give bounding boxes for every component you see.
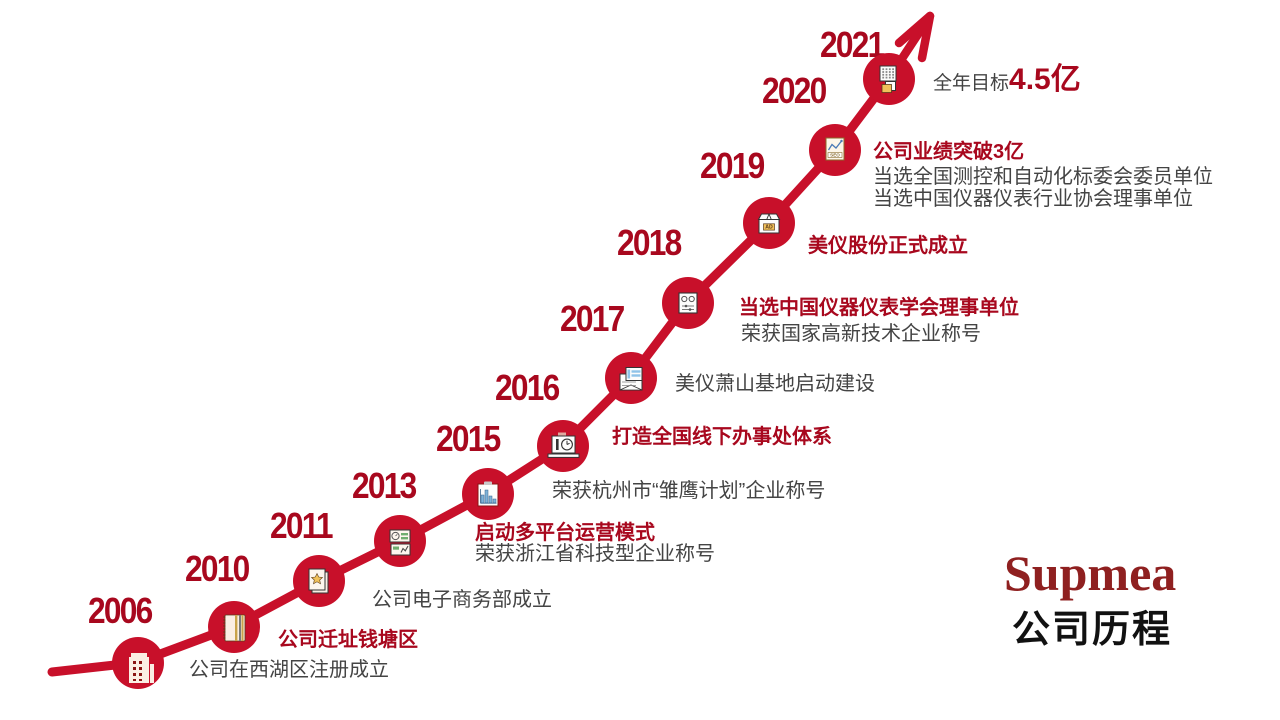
svg-text:SEO: SEO: [830, 153, 840, 158]
svg-text:AD: AD: [765, 224, 773, 230]
